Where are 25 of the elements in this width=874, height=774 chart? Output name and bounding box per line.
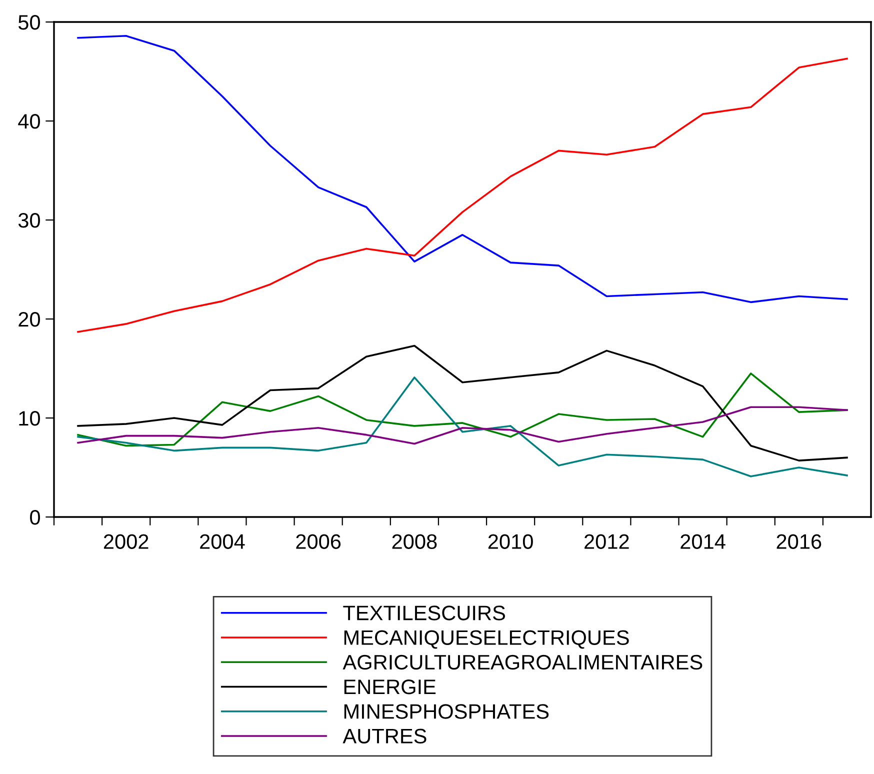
x-tick-label: 2016 — [776, 534, 822, 549]
x-tick-label: 2004 — [200, 534, 245, 549]
legend-label: TEXTILESCUIRS — [343, 606, 505, 620]
x-tick-label: 2008 — [392, 534, 437, 549]
legend-label: MINESPHOSPHATES — [344, 704, 549, 719]
line-series — [77, 344, 848, 462]
x-tick-label: 2014 — [680, 534, 726, 549]
legend-label: AUTRES — [342, 728, 426, 744]
legend-label: ENERGIE — [344, 679, 436, 694]
x-tick-label: 2010 — [488, 534, 533, 549]
x-tick-label: 2012 — [584, 534, 629, 549]
y-tick-label: 10 — [19, 411, 40, 426]
line-series — [77, 376, 848, 478]
y-tick-label: 40 — [18, 114, 40, 129]
x-tick-label: 2002 — [104, 534, 148, 549]
y-tick-label: 30 — [18, 213, 40, 228]
y-tick-label: 50 — [18, 15, 40, 30]
legend-label: AGRICULTUREAGROALIMENTAIRES — [342, 654, 702, 670]
line-series — [77, 406, 848, 445]
x-tick-label: 2006 — [296, 534, 341, 549]
line-series — [77, 34, 848, 304]
y-tick-label: 20 — [18, 312, 40, 327]
line-series — [77, 58, 848, 333]
y-tick-label: 0 — [30, 510, 40, 525]
legend-label: MECANIQUESELECTRIQUES — [344, 630, 629, 649]
